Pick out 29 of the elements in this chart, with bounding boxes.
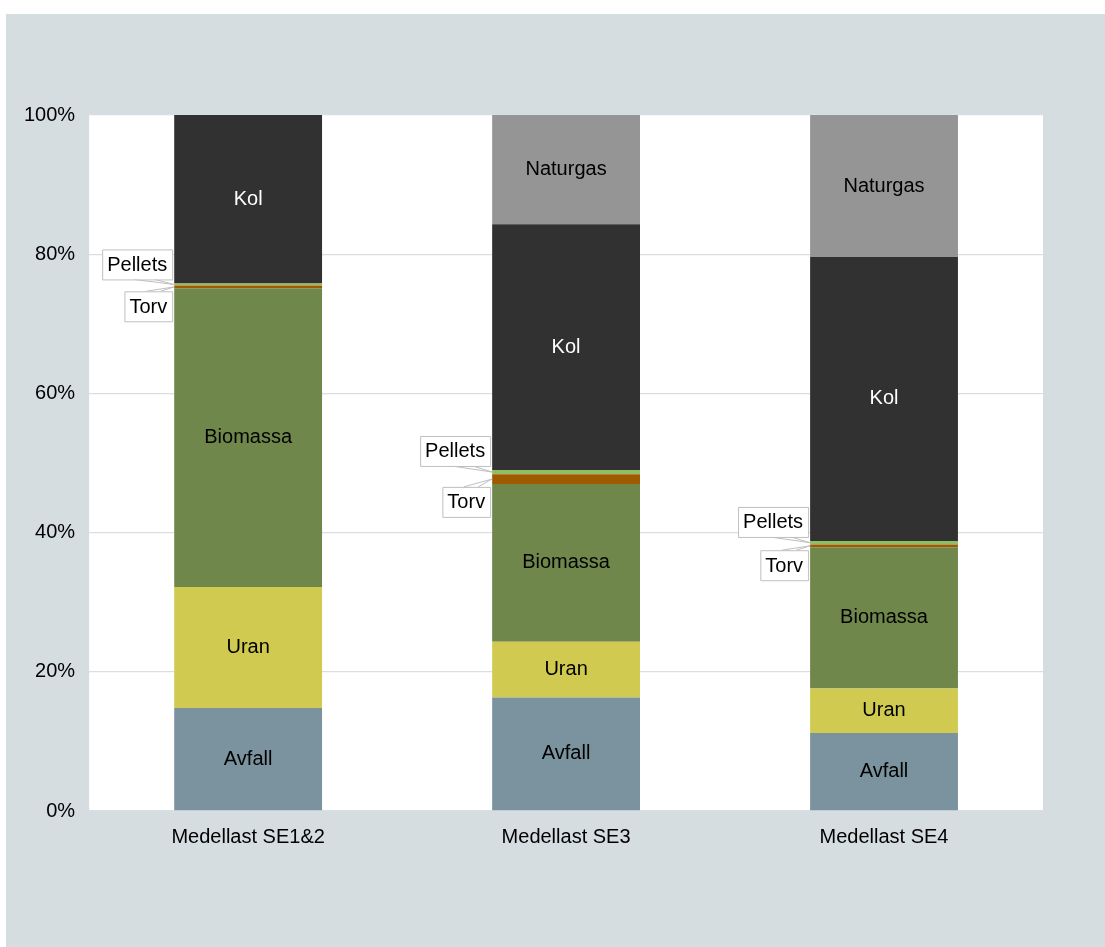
x-tick-label: Medellast SE1&2: [171, 824, 325, 847]
y-tick-label: 60%: [35, 380, 76, 403]
text: Torv: [447, 490, 486, 513]
text: Avfall: [541, 741, 591, 764]
text: Torv: [129, 294, 168, 317]
x-tick-label: Medellast SE4: [819, 824, 949, 847]
text: Naturgas: [843, 173, 925, 196]
series-label: Avfall: [859, 759, 909, 782]
y-tick-label: 100%: [24, 102, 76, 125]
series-label: Kol: [233, 186, 263, 209]
y-tick-label: 20%: [35, 659, 76, 682]
series-label: Biomassa: [522, 550, 611, 573]
series-label: Uran: [862, 698, 906, 721]
series-label: Torv: [765, 553, 804, 576]
text: Uran: [226, 634, 270, 657]
text: Biomassa: [840, 605, 928, 628]
text: Uran: [544, 657, 588, 680]
text: Kol: [869, 386, 899, 409]
text: Pellets: [107, 252, 168, 275]
y-tick-label: 0%: [46, 798, 76, 821]
text: Pellets: [743, 510, 804, 533]
y-tick-label: 80%: [35, 241, 76, 264]
text: Kol: [551, 334, 581, 357]
text: Avfall: [223, 746, 273, 769]
series-label: Naturgas: [525, 157, 607, 180]
text: Biomassa: [204, 425, 293, 448]
series-label: Pellets: [425, 439, 486, 462]
y-tick-label: 40%: [35, 520, 76, 543]
x-tick-label: Medellast SE3: [501, 824, 631, 847]
